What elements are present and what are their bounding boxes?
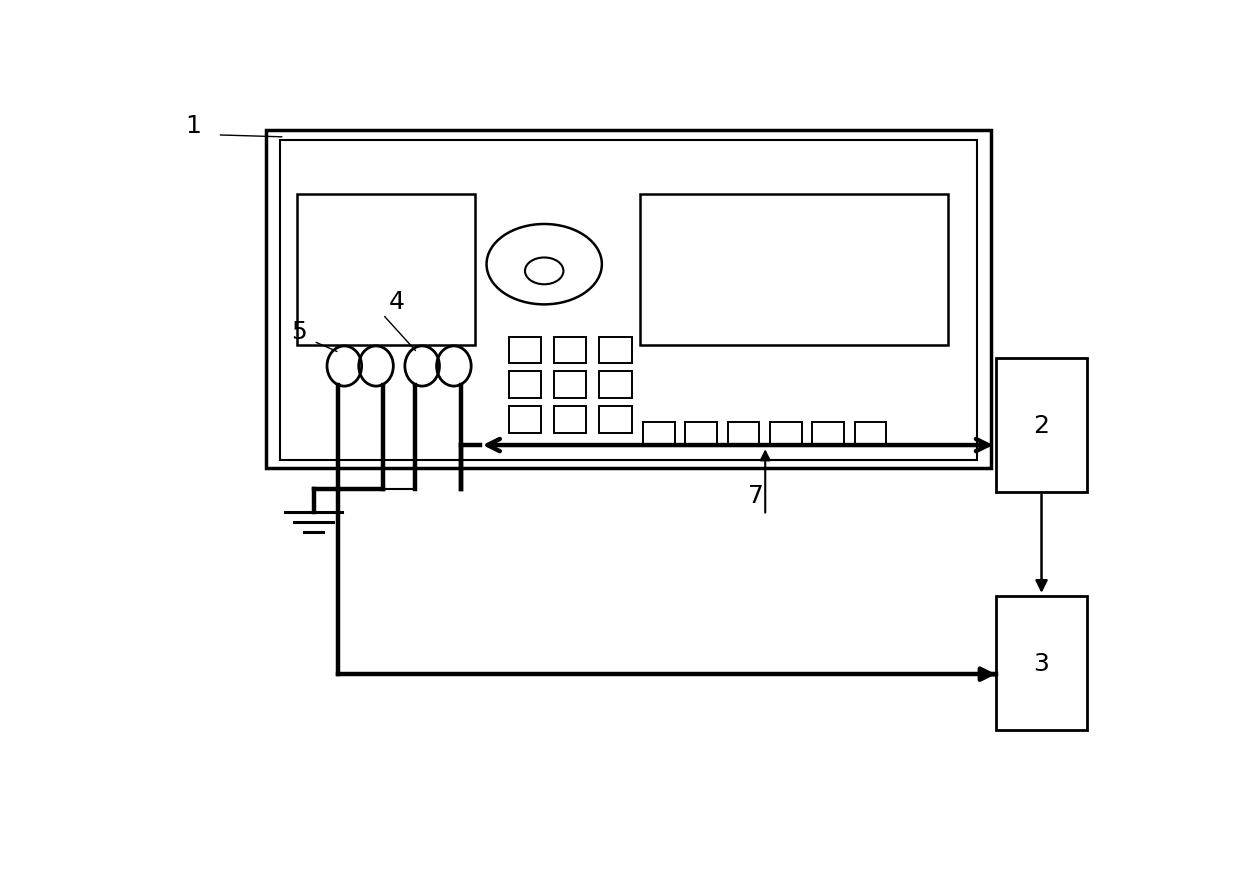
Bar [728, 422, 759, 446]
Bar [812, 422, 844, 446]
Bar [640, 195, 947, 345]
Text: 2: 2 [1033, 414, 1049, 437]
Bar [508, 337, 542, 364]
Text: 1: 1 [186, 114, 201, 137]
Bar [599, 407, 631, 434]
Bar [644, 422, 675, 446]
Bar [996, 596, 1087, 730]
Bar [599, 372, 631, 399]
Bar [508, 407, 542, 434]
Bar [996, 359, 1087, 493]
Bar [599, 337, 631, 364]
Bar [686, 422, 717, 446]
Bar [554, 407, 587, 434]
Text: 5: 5 [291, 320, 308, 344]
Bar [508, 372, 542, 399]
Bar [554, 337, 587, 364]
Bar [280, 141, 977, 461]
Text: 7: 7 [748, 484, 764, 507]
Bar [298, 195, 475, 345]
Text: 4: 4 [389, 289, 405, 314]
Bar [554, 372, 587, 399]
Bar [265, 131, 991, 469]
Bar [854, 422, 887, 446]
Bar [770, 422, 802, 446]
Text: 3: 3 [1034, 651, 1049, 675]
